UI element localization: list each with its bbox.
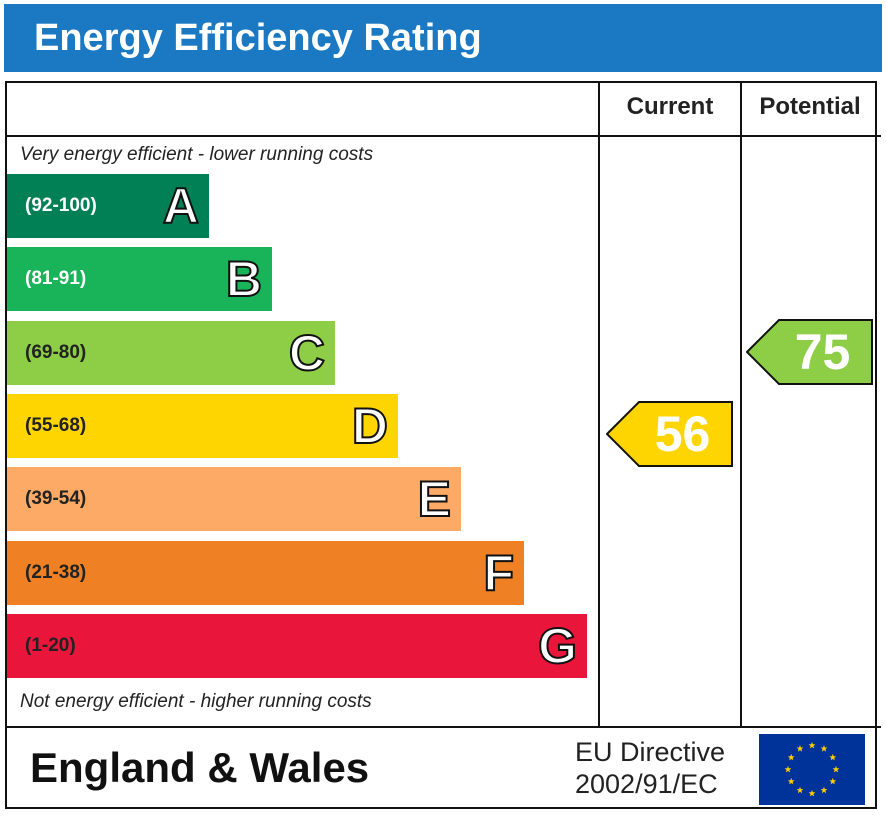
caption-bottom: Not energy efficient - higher running co…: [20, 691, 372, 712]
band-range-label: (81-91): [25, 268, 87, 289]
eu-star: [832, 765, 840, 773]
band-f: (21-38) F: [7, 541, 524, 605]
rating-frame: [5, 81, 877, 809]
band-range-label: (1-20): [25, 635, 76, 656]
band-letter: F: [482, 544, 515, 602]
caption-top: Very energy efficient - lower running co…: [20, 144, 374, 165]
band-letter: C: [288, 324, 326, 382]
footer-country: England & Wales: [30, 744, 370, 791]
band-range-label: (21-38): [25, 562, 87, 583]
directive-line-2: 2002/91/EC: [575, 769, 718, 799]
band-c: (69-80) C: [7, 321, 335, 385]
eu-flag-icon: [759, 734, 865, 805]
column-divider-potential: [740, 81, 742, 728]
eu-star: [829, 753, 837, 761]
band-range-label: (69-80): [25, 342, 87, 363]
arrow-potential: 75: [746, 319, 873, 385]
eu-star: [829, 777, 837, 785]
band-range-label: (39-54): [25, 488, 87, 509]
band-letter: B: [225, 250, 263, 308]
band-range-label: (92-100): [25, 195, 97, 216]
arrow-current: 56: [606, 401, 733, 467]
eu-star: [787, 753, 795, 761]
footer-divider: [5, 726, 881, 728]
column-header-current: Current: [626, 93, 714, 120]
band-b: (81-91) B: [7, 247, 272, 311]
arrow-value-potential: 75: [794, 324, 851, 380]
eu-star: [820, 745, 828, 752]
page-title: Energy Efficiency Rating: [34, 17, 482, 59]
arrow-shape: [606, 401, 733, 467]
arrow-shape: [746, 319, 873, 385]
eu-star: [808, 741, 816, 749]
eu-star: [784, 765, 792, 773]
band-letter: G: [537, 617, 578, 675]
band-letter: D: [351, 397, 389, 455]
arrow-value-current: 56: [654, 406, 711, 462]
band-range-label: (55-68): [25, 415, 87, 436]
eu-star: [820, 786, 828, 794]
footer-directive: EU Directive 2002/91/EC: [575, 736, 725, 800]
column-header-potential: Potential: [759, 93, 861, 120]
eu-star: [796, 786, 804, 794]
band-letter: E: [417, 470, 452, 528]
band-d: (55-68) D: [7, 394, 398, 458]
band-g: (1-20) G: [7, 614, 587, 678]
header-banner: Energy Efficiency Rating: [4, 4, 882, 72]
header-divider: [5, 135, 881, 137]
eu-star: [787, 777, 795, 785]
eu-star: [796, 745, 804, 752]
directive-line-1: EU Directive: [575, 737, 726, 767]
band-letter: A: [162, 177, 200, 235]
band-a: (92-100) A: [7, 174, 209, 238]
eu-star: [808, 789, 816, 797]
column-divider-current: [598, 81, 600, 728]
band-e: (39-54) E: [7, 467, 461, 531]
